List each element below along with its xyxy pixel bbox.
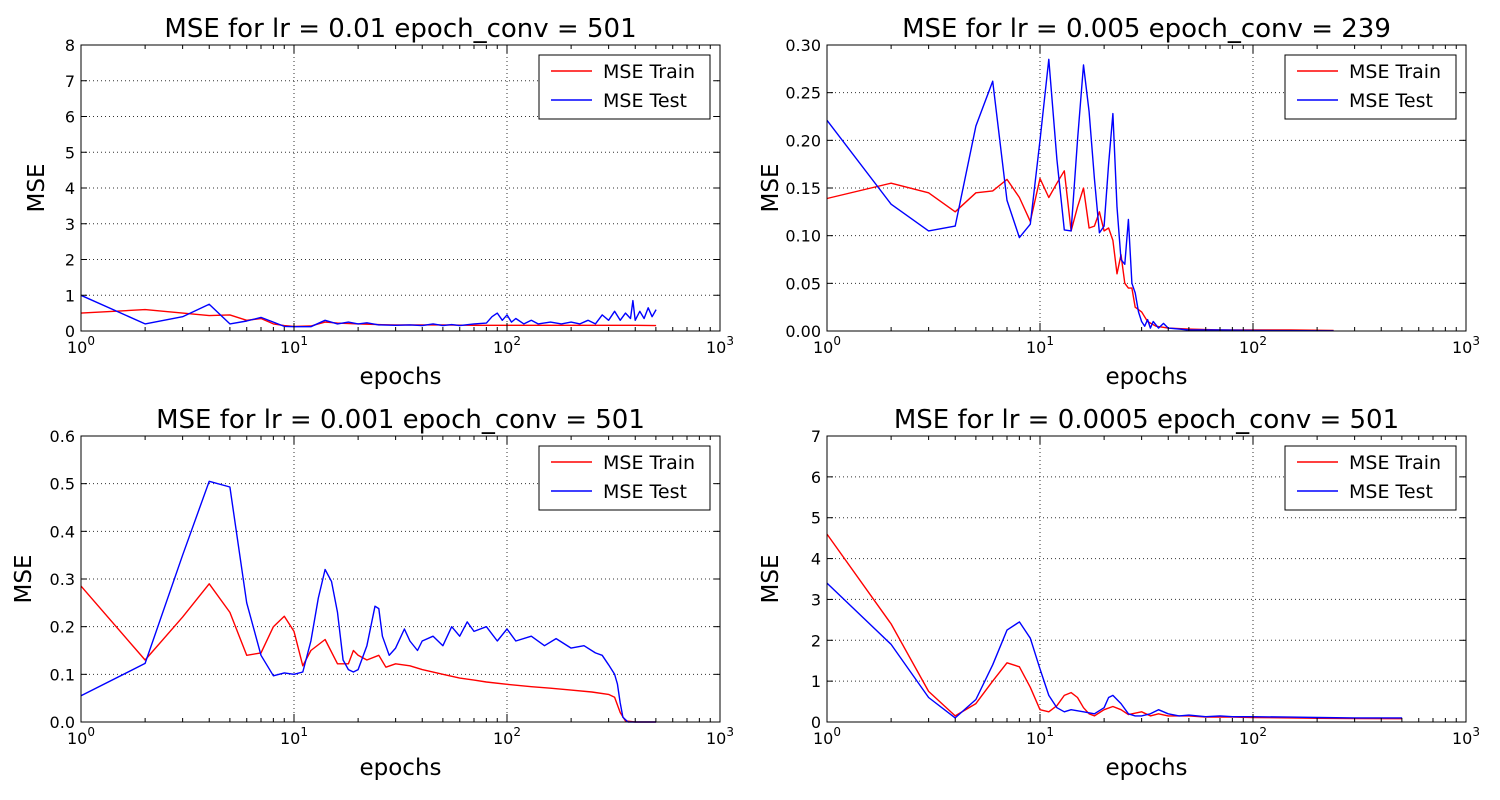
legend-box xyxy=(538,445,711,511)
series-line-mse-train xyxy=(826,170,1334,332)
legend-label: MSE Train xyxy=(603,452,695,474)
x-tick-label: 101 xyxy=(280,725,308,748)
y-tick-label: 2 xyxy=(65,251,75,270)
y-tick-label: 0.0 xyxy=(50,713,75,732)
series-line-mse-test xyxy=(826,582,1403,719)
y-tick-label: 0.2 xyxy=(50,618,75,637)
series-line-mse-train xyxy=(80,308,657,328)
x-tick-label: 100 xyxy=(813,334,841,357)
y-tick-label: 0.25 xyxy=(785,84,821,103)
legend-label: MSE Test xyxy=(1349,90,1433,112)
chart-title: MSE for lr = 0.01 epoch_conv = 501 xyxy=(164,14,636,44)
x-axis-label: epochs xyxy=(1105,364,1187,390)
series-line-mse-train xyxy=(826,533,1403,720)
x-tick-label: 100 xyxy=(67,725,95,748)
x-tick-label: 102 xyxy=(1239,725,1267,748)
legend: MSE Train MSE Test xyxy=(1284,54,1457,120)
legend-label: MSE Train xyxy=(1349,452,1441,474)
y-tick-label: 0.20 xyxy=(785,131,821,150)
x-axis-label: epochs xyxy=(359,755,441,781)
subplot-2: 100 101 102 103 0.00 0.05 0.10 0.15 0.20 0.25 0.30… xyxy=(758,14,1480,390)
y-tick-label: 0 xyxy=(811,713,821,732)
subplot-1: 100 101 102 103 0 1 2 3 4 5 6 7 8 MSE for lr = 0.01 e… xyxy=(24,14,734,390)
y-axis-label: MSE xyxy=(11,555,37,604)
y-tick-label: 0.3 xyxy=(50,570,75,589)
legend-label: MSE Train xyxy=(603,61,695,83)
subplot-4: 100 101 102 103 0 1 2 3 4 5 6 7 MSE for lr = 0.0005 … xyxy=(758,405,1480,781)
series-line-mse-train xyxy=(80,583,657,723)
y-tick-label: 6 xyxy=(811,468,821,487)
legend-label: MSE Train xyxy=(1349,61,1441,83)
y-tick-label: 4 xyxy=(65,179,75,198)
y-tick-label: 8 xyxy=(65,36,75,55)
y-axis-label: MSE xyxy=(24,164,50,213)
y-tick-label: 1 xyxy=(811,672,821,691)
legend-label: MSE Test xyxy=(603,481,687,503)
y-tick-label: 0.15 xyxy=(785,179,821,198)
y-tick-label: 1 xyxy=(65,286,75,305)
y-tick-label: 2 xyxy=(811,631,821,650)
chart-title: MSE for lr = 0.001 epoch_conv = 501 xyxy=(156,405,645,435)
y-tick-label: 0.10 xyxy=(785,227,821,246)
y-tick-label: 5 xyxy=(65,143,75,162)
plot-frame xyxy=(826,435,1467,723)
legend-box xyxy=(538,54,711,120)
x-axis-label: epochs xyxy=(359,364,441,390)
x-tick-label: 101 xyxy=(1026,334,1054,357)
y-tick-label: 7 xyxy=(65,72,75,91)
x-tick-label: 103 xyxy=(706,334,734,357)
x-tick-label: 103 xyxy=(706,725,734,748)
x-tick-label: 102 xyxy=(1239,334,1267,357)
series-line-mse-test xyxy=(826,58,1334,332)
y-tick-label: 3 xyxy=(811,590,821,609)
x-tick-label: 101 xyxy=(280,334,308,357)
legend-label: MSE Test xyxy=(1349,481,1433,503)
y-tick-label: 0.6 xyxy=(50,427,75,446)
series-line-mse-test xyxy=(80,294,657,328)
chart-title: MSE for lr = 0.0005 epoch_conv = 501 xyxy=(894,405,1399,435)
legend-label: MSE Test xyxy=(603,90,687,112)
x-tick-label: 102 xyxy=(493,334,521,357)
x-tick-label: 103 xyxy=(1452,725,1480,748)
x-tick-label: 103 xyxy=(1452,334,1480,357)
chart-title: MSE for lr = 0.005 epoch_conv = 239 xyxy=(902,14,1391,44)
x-tick-label: 100 xyxy=(67,334,95,357)
y-tick-label: 0.30 xyxy=(785,36,821,55)
y-tick-label: 7 xyxy=(811,427,821,446)
y-tick-label: 5 xyxy=(811,509,821,528)
y-axis-label: MSE xyxy=(758,555,784,604)
y-tick-label: 4 xyxy=(811,550,821,569)
x-tick-label: 101 xyxy=(1026,725,1054,748)
x-axis-label: epochs xyxy=(1105,755,1187,781)
y-axis-label: MSE xyxy=(758,164,784,213)
y-tick-label: 3 xyxy=(65,215,75,234)
legend-box xyxy=(1284,445,1457,511)
x-tick-label: 102 xyxy=(493,725,521,748)
subplot-3: 100 101 102 103 0.0 0.1 0.2 0.3 0.4 0.5 0.6 MSE for… xyxy=(11,405,734,781)
x-tick-label: 100 xyxy=(813,725,841,748)
y-tick-label: 0 xyxy=(65,322,75,341)
y-tick-label: 0.1 xyxy=(50,665,75,684)
y-tick-label: 0.00 xyxy=(785,322,821,341)
y-tick-label: 0.05 xyxy=(785,274,821,293)
y-tick-label: 0.5 xyxy=(50,475,75,494)
legend-box xyxy=(1284,54,1457,120)
y-tick-label: 0.4 xyxy=(50,522,75,541)
y-tick-label: 6 xyxy=(65,108,75,127)
series-line-mse-test xyxy=(80,480,657,723)
legend: MSE Train MSE Test xyxy=(538,54,711,120)
legend: MSE Train MSE Test xyxy=(1284,445,1457,511)
legend: MSE Train MSE Test xyxy=(538,445,711,511)
